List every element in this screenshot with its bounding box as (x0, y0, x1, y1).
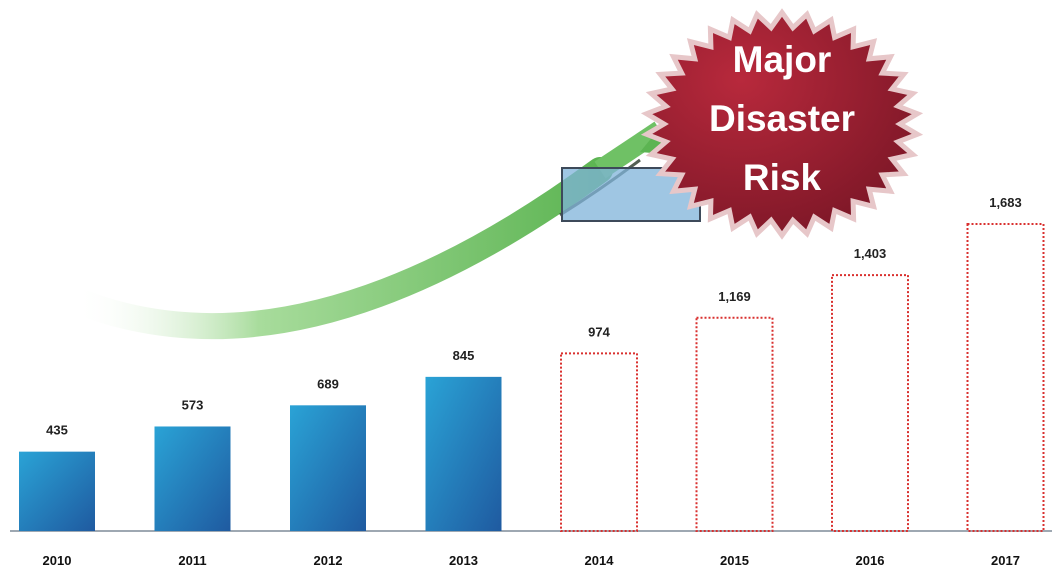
bar-group (19, 223, 1045, 533)
category-label-2011: 2011 (178, 553, 206, 568)
bar-2017 (966, 223, 1045, 532)
value-label-2011: 573 (182, 397, 204, 412)
bar-2012 (290, 405, 366, 531)
growth-arrow (62, 118, 688, 340)
bar-2015 (695, 316, 774, 532)
category-label-2012: 2012 (314, 553, 343, 568)
value-label-2015: 1,169 (718, 289, 751, 304)
value-label-2014: 974 (588, 324, 610, 339)
badge-line-3: Risk (743, 157, 822, 198)
category-label-2016: 2016 (856, 553, 885, 568)
badge-starburst (640, 8, 924, 240)
value-label-2012: 689 (317, 376, 339, 391)
category-label-2014: 2014 (585, 553, 615, 568)
category-label-2017: 2017 (991, 553, 1020, 568)
bar-2010 (19, 451, 95, 531)
category-label-group: 2010 2011 2012 2013 2014 2015 2016 2017 (43, 553, 1020, 568)
bar-2014 (560, 352, 638, 532)
category-label-2015: 2015 (720, 553, 749, 568)
bar-2013 (425, 376, 502, 531)
value-label-2010: 435 (46, 423, 68, 438)
badge-line-2: Disaster (709, 98, 855, 139)
category-label-2013: 2013 (449, 553, 478, 568)
value-label-group: 435 573 689 845 974 1,169 1,403 1,683 (46, 195, 1022, 438)
value-label-2017: 1,683 (989, 195, 1022, 210)
category-label-2010: 2010 (43, 553, 72, 568)
value-label-2013: 845 (453, 348, 475, 363)
bar-2011 (154, 426, 231, 531)
badge-line-1: Major (733, 39, 832, 80)
value-label-2016: 1,403 (854, 246, 887, 261)
major-disaster-risk-badge: Major Disaster Risk (640, 8, 924, 240)
bar-2016 (831, 274, 909, 533)
